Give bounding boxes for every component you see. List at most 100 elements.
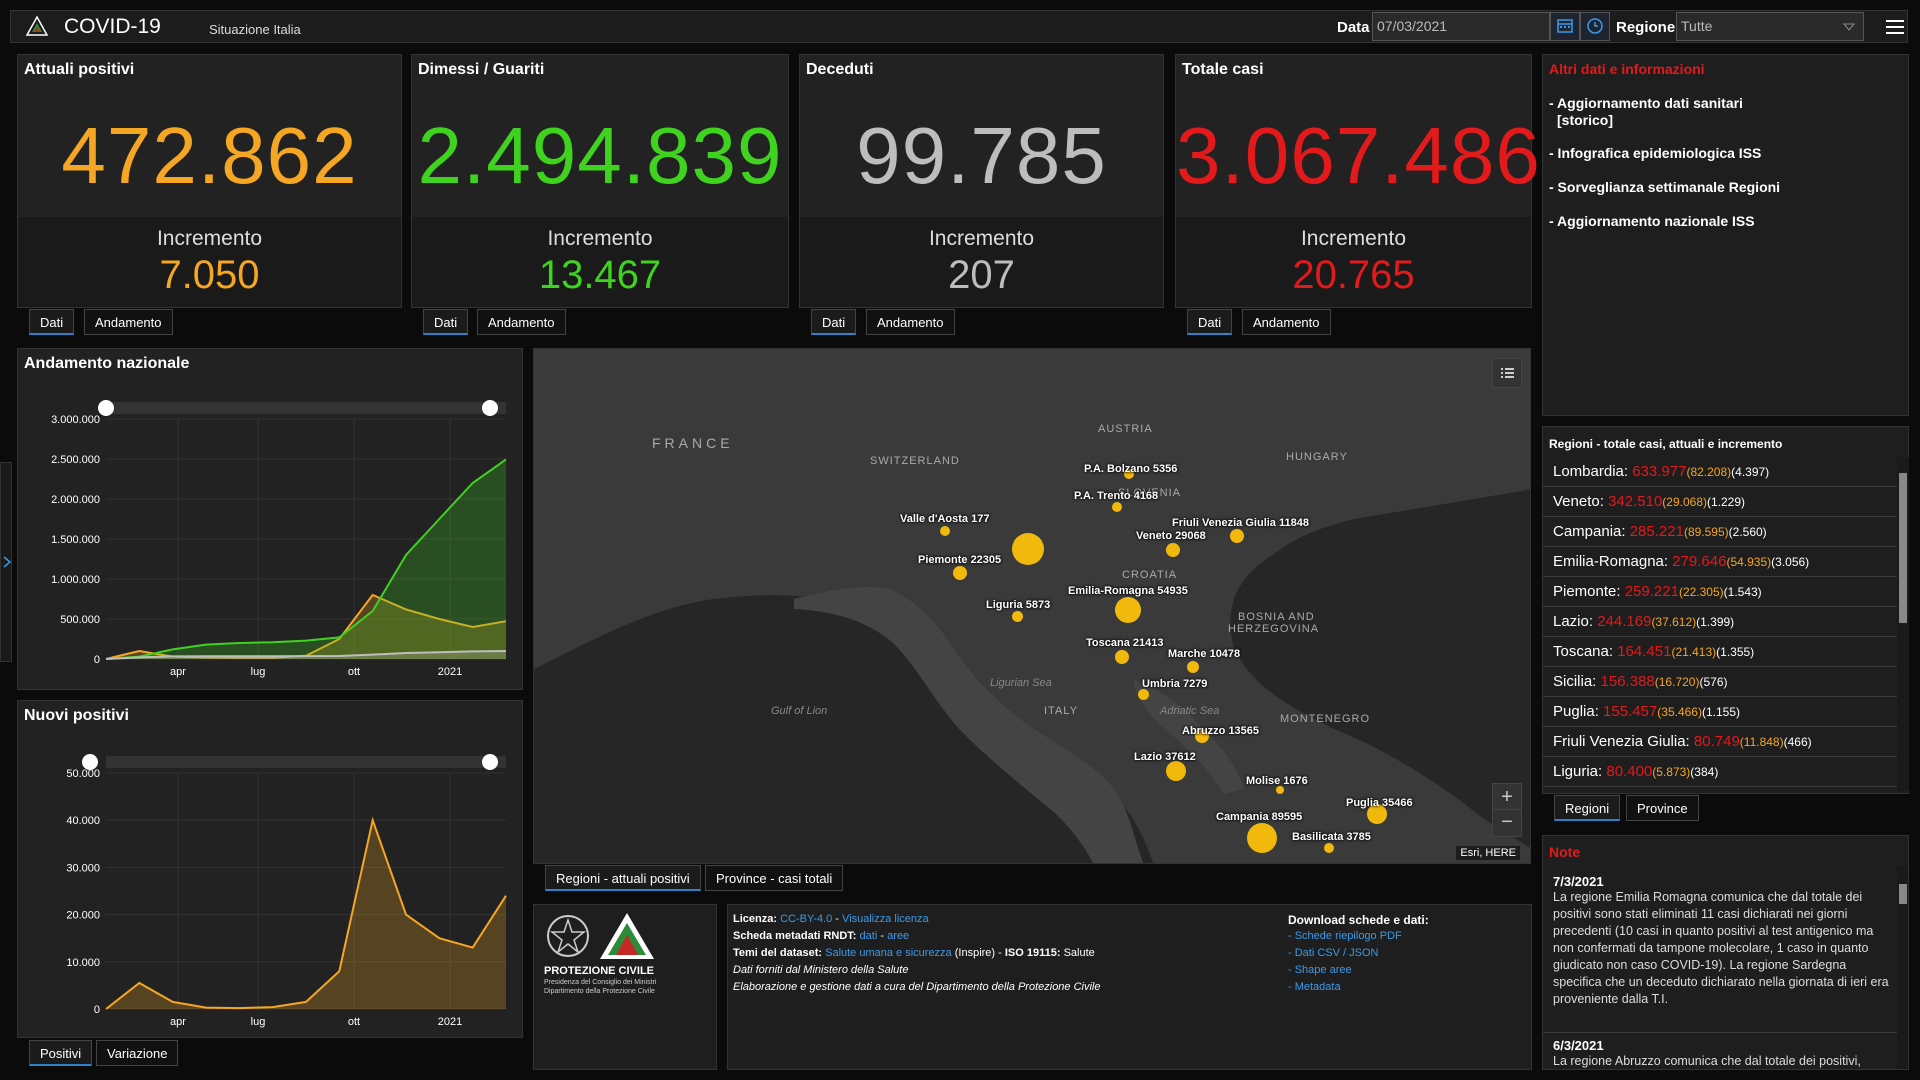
link-aggiornamento-dati[interactable]: - Aggiornamento dati sanitari [1549,95,1743,111]
calendar-button[interactable] [1550,12,1580,41]
map-bubble[interactable] [1166,543,1180,557]
range-slider-handle-left[interactable] [82,754,98,770]
region-current: (22.305) [1678,585,1724,599]
map-region-label: Liguria 5873 [986,599,1051,611]
download-csv-link[interactable]: - Dati CSV / JSON [1288,947,1379,959]
map-bubble[interactable] [1276,786,1284,794]
region-increment: (576) [1699,675,1728,689]
zoom-out-button[interactable]: − [1501,811,1513,833]
tab-andamento[interactable]: Andamento [1242,309,1331,335]
region-row[interactable]: Lazio: 244.169(37.612)(1.399) [1543,607,1899,637]
map-bubble[interactable] [1166,761,1186,781]
tab-positivi[interactable]: Positivi [29,1040,93,1066]
link-infografica[interactable]: - Infografica epidemiologica ISS [1549,145,1762,161]
map-bubble[interactable] [1012,611,1023,622]
menu-button[interactable] [1883,15,1907,39]
tab-dati[interactable]: Dati [1187,309,1233,335]
tab-dati[interactable]: Dati [29,309,75,335]
notes-scrollbar[interactable] [1897,866,1908,1069]
metadata-link-dati[interactable]: dati [859,930,878,942]
legend-button[interactable] [1492,358,1522,388]
zoom-in-button[interactable]: + [1493,784,1521,810]
map-bubble[interactable] [1124,469,1134,479]
link-aggiornamento-iss[interactable]: - Aggiornamento nazionale ISS [1549,213,1755,229]
region-row[interactable]: Friuli Venezia Giulia: 80.749(11.848)(46… [1543,727,1899,757]
note-item: 6/3/2021 La regione Abruzzo comunica che… [1553,1038,1889,1069]
map-region-label: Puglia 35466 [1346,797,1413,809]
range-slider-handle-left[interactable] [98,400,114,416]
map-bubble[interactable] [1367,804,1387,824]
metadata-link-aree[interactable]: aree [887,930,910,942]
link-storico[interactable]: [storico] [1557,112,1613,128]
map-bubble[interactable] [940,526,950,536]
map-region-label: P.A. Trento 4168 [1074,490,1159,502]
tab-province-casi[interactable]: Province - casi totali [705,865,844,891]
map-bubble[interactable] [1187,661,1199,673]
region-row[interactable]: Veneto: 342.510(29.068)(1.229) [1543,487,1899,517]
y-tick-label: 10.000 [66,957,100,969]
map-bubble[interactable] [1195,729,1209,743]
license-link[interactable]: Visualizza licenza [842,913,929,925]
region-row[interactable]: Sicilia: 156.388(16.720)(576) [1543,667,1899,697]
range-slider-handle-right[interactable] [482,754,498,770]
tab-regioni[interactable]: Regioni [1554,795,1621,821]
tab-andamento[interactable]: Andamento [866,309,955,335]
region-increment: (1.543) [1723,585,1762,599]
tab-dati[interactable]: Dati [423,309,469,335]
map-bubble[interactable] [1230,529,1244,543]
map-bubble[interactable] [1138,689,1149,700]
time-button[interactable] [1580,12,1610,41]
region-total: 285.221 [1629,523,1684,540]
region-current: (89.595) [1683,525,1729,539]
andamento-chart-panel: Andamento nazionale 3.000.000 2.500.000 2.… [17,348,523,690]
map-region-label: Lazio 37612 [1134,751,1196,763]
tab-province[interactable]: Province [1626,795,1699,821]
map-bubble[interactable] [1324,843,1334,853]
tab-variazione[interactable]: Variazione [96,1040,179,1066]
region-current: (37.612) [1651,615,1697,629]
scrollbar-thumb[interactable] [1899,473,1907,623]
region-row[interactable]: Lombardia: 633.977(82.208)(4.397) [1543,457,1899,487]
download-metadata-link[interactable]: - Metadata [1288,981,1341,993]
tab-andamento[interactable]: Andamento [84,309,173,335]
region-row[interactable]: Toscana: 164.451(21.413)(1.355) [1543,637,1899,667]
card-title: Attuali positivi [24,61,135,78]
tab-andamento[interactable]: Andamento [477,309,566,335]
region-row[interactable]: Emilia-Romagna: 279.646(54.935)(3.056) [1543,547,1899,577]
license-value[interactable]: CC-BY-4.0 [780,913,833,925]
region-select-value: Tutte [1681,18,1713,34]
map-bubble[interactable] [1247,823,1277,853]
app-title: COVID-19 [64,15,161,38]
card-increment: Incremento 20.765 [1176,217,1531,307]
tab-regioni-attuali[interactable]: Regioni - attuali positivi [545,865,701,891]
note-item: 7/3/2021 La regione Emilia Romagna comun… [1553,874,1889,1008]
link-sorveglianza[interactable]: - Sorveglianza settimanale Regioni [1549,179,1781,195]
series-line [105,650,507,660]
map-bubble[interactable] [953,566,967,580]
card-title: Totale casi [1182,61,1264,78]
side-panel-toggle[interactable] [0,462,12,662]
range-slider-handle-right[interactable] [482,400,498,416]
map-country-label: HERZEGOVINA [1228,623,1320,635]
map-bubble[interactable] [1012,533,1044,565]
map-panel[interactable]: FRANCE SWITZERLAND AUSTRIA HUNGARY SLOVE… [533,348,1531,864]
map-bubble[interactable] [1115,597,1141,623]
note-divider [1543,1032,1897,1033]
regions-scrollbar[interactable] [1897,457,1909,791]
region-row[interactable]: Liguria: 80.400(5.873)(384) [1543,757,1899,787]
map-bubble[interactable] [1115,650,1129,664]
region-current: (54.935) [1726,555,1772,569]
range-slider-track[interactable] [106,756,506,768]
region-row[interactable]: Piemonte: 259.221(22.305)(1.543) [1543,577,1899,607]
download-shape-link[interactable]: - Shape aree [1288,964,1352,976]
themes-link[interactable]: Salute umana e sicurezza [825,947,952,959]
tab-dati[interactable]: Dati [811,309,857,335]
download-pdf-link[interactable]: - Schede riepilogo PDF [1288,930,1402,942]
map-bubble[interactable] [1112,502,1122,512]
region-select[interactable]: Tutte [1676,12,1864,41]
scrollbar-thumb[interactable] [1899,884,1907,904]
region-row[interactable]: Puglia: 155.457(35.466)(1.155) [1543,697,1899,727]
date-input[interactable]: 07/03/2021 [1372,12,1550,41]
region-row[interactable]: Campania: 285.221(89.595)(2.560) [1543,517,1899,547]
range-slider-track[interactable] [106,402,506,414]
